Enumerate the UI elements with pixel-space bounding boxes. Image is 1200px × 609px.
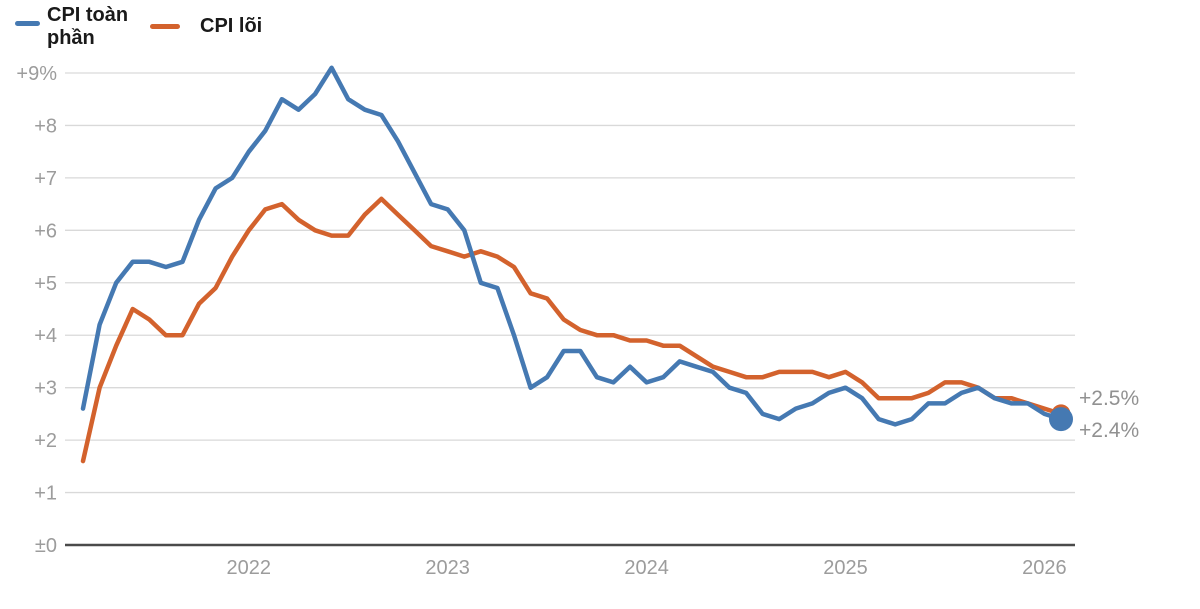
series-line-headline — [80, 65, 1064, 427]
legend-label-headline: CPI toàn phần — [47, 4, 129, 49]
end-label-core: +2.5% — [1079, 387, 1139, 410]
y-axis-tick-label: +1 — [34, 483, 57, 505]
y-axis-tick-label: +7 — [34, 168, 57, 190]
legend: CPI toàn phần CPI lõi — [0, 0, 1200, 60]
x-axis-year-label: 2025 — [823, 557, 868, 579]
y-axis-tick-label: +8 — [34, 115, 57, 137]
y-axis-tick-label: ±0 — [35, 535, 57, 557]
grid-layer: +9% +8 +7 +6 +5 +4 +3 +2 +1 ±0 — [16, 63, 1075, 557]
end-label-headline: +2.4% — [1079, 419, 1139, 442]
y-axis-tick-label: +4 — [34, 325, 57, 347]
y-axis-tick-label: +5 — [34, 273, 57, 295]
x-axis-year-label: 2024 — [624, 557, 669, 579]
y-axis-tick-label: +6 — [34, 220, 57, 242]
end-marker-headline — [1049, 407, 1073, 432]
legend-label-core: CPI lõi — [200, 15, 263, 37]
y-axis-tick-label: +9% — [16, 63, 57, 85]
y-axis-tick-label: +3 — [34, 378, 57, 400]
legend-swatch-headline — [15, 20, 40, 26]
x-axis-labels: 2022 2023 2024 2025 2026 — [227, 557, 1067, 579]
legend-swatch-core — [150, 23, 180, 29]
x-axis-year-label: 2023 — [425, 557, 470, 579]
x-axis-year-label: 2022 — [227, 557, 272, 579]
x-axis-year-label: 2026 — [1022, 557, 1067, 579]
series-line-core — [80, 196, 1064, 464]
series-layer — [80, 65, 1073, 464]
y-axis-tick-label: +2 — [34, 430, 57, 452]
